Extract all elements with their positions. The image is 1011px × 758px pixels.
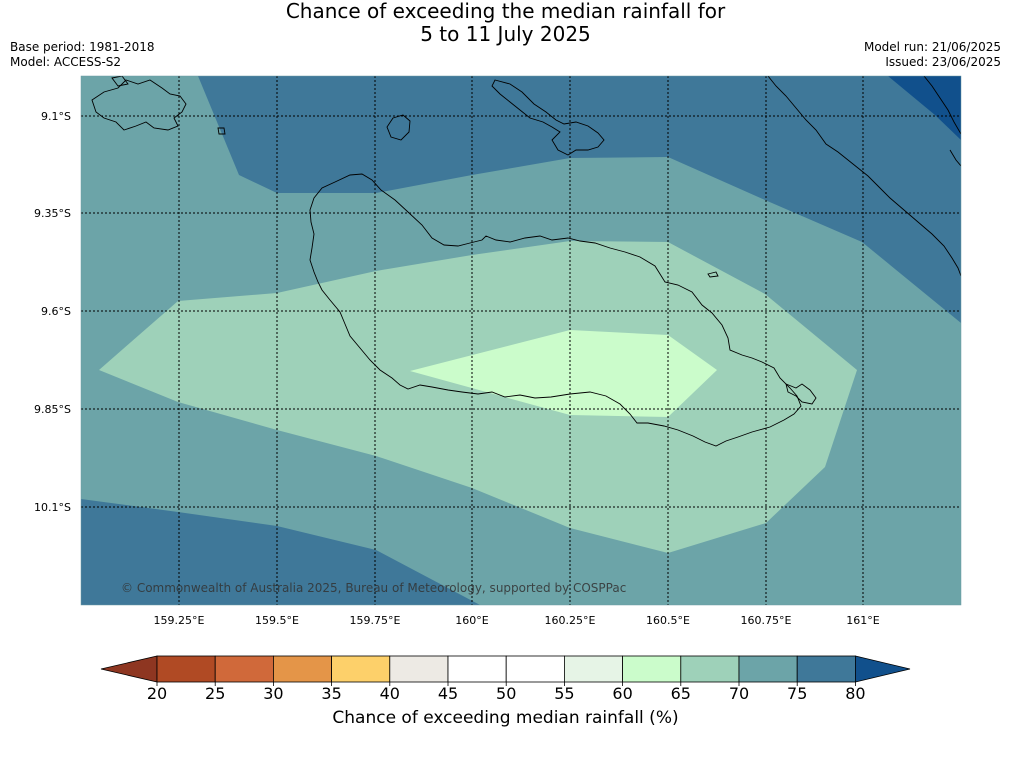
savo-island-coastline bbox=[386, 114, 411, 141]
band-60-zone bbox=[410, 330, 717, 417]
meta-left: Base period: 1981-2018 Model: ACCESS-S2 bbox=[10, 40, 155, 70]
colorbar-tick-label: 50 bbox=[496, 684, 516, 703]
russell-islet2-coastline bbox=[217, 127, 226, 135]
colorbar-segment bbox=[796, 655, 856, 683]
map-frame bbox=[80, 75, 962, 606]
lon-tick-label: 160°E bbox=[455, 614, 488, 627]
colorbar-over-triangle bbox=[855, 655, 911, 683]
model-text: Model: ACCESS-S2 bbox=[10, 55, 122, 69]
colorbar-tick-label: 35 bbox=[321, 684, 341, 703]
meta-right: Model run: 21/06/2025 Issued: 23/06/2025 bbox=[864, 40, 1001, 70]
colorbar-segment bbox=[447, 655, 507, 683]
lat-tick-label: 10.1°S bbox=[34, 501, 71, 514]
title-line-2: 5 to 11 July 2025 bbox=[420, 22, 591, 46]
colorbar: 20 25 30 35 40 45 50 55 60 65 70 75 80 bbox=[100, 655, 911, 703]
east-islet-coastline bbox=[785, 383, 817, 405]
colorbar-tick-label: 60 bbox=[612, 684, 632, 703]
colorbar-under-triangle bbox=[100, 655, 158, 683]
lon-tick-label: 160.25°E bbox=[545, 614, 596, 627]
colorbar-segment bbox=[738, 655, 798, 683]
colorbar-tick-label: 75 bbox=[787, 684, 807, 703]
colorbar-tick-label: 25 bbox=[205, 684, 225, 703]
colorbar-tick-label: 45 bbox=[438, 684, 458, 703]
colorbar-segment bbox=[331, 655, 391, 683]
lon-tick-label: 159.25°E bbox=[154, 614, 205, 627]
model-run-text: Model run: 21/06/2025 bbox=[863, 40, 1001, 54]
colorbar-segment bbox=[680, 655, 740, 683]
russell-islet-coastline bbox=[111, 76, 129, 87]
issued-text: Issued: 23/06/2025 bbox=[885, 55, 1001, 69]
colorbar-segment bbox=[564, 655, 624, 683]
colorbar-tick-label: 70 bbox=[729, 684, 749, 703]
lon-tick-label: 160.5°E bbox=[646, 614, 690, 627]
lon-tick-label: 159.75°E bbox=[350, 614, 401, 627]
malaita-coastline bbox=[767, 76, 961, 277]
islet-coastline bbox=[707, 271, 719, 278]
colorbar-tick-label: 80 bbox=[845, 684, 865, 703]
colorbar-segment bbox=[214, 655, 274, 683]
map-area: © Commonwealth of Australia 2025, Bureau… bbox=[81, 76, 961, 605]
malaita-north-coastline bbox=[923, 76, 961, 135]
lat-tick-label: 9.85°S bbox=[34, 403, 71, 416]
lat-tick-label: 9.6°S bbox=[41, 305, 71, 318]
coastlines bbox=[91, 76, 961, 447]
colorbar-segment bbox=[156, 655, 216, 683]
colorbar-tick-label: 40 bbox=[380, 684, 400, 703]
graticule bbox=[81, 76, 961, 605]
colorbar-label: Chance of exceeding median rainfall (%) bbox=[332, 708, 679, 728]
colorbar-tick-label: 65 bbox=[671, 684, 691, 703]
russell-islands-coastline bbox=[91, 79, 187, 131]
colorbar-segment bbox=[505, 655, 565, 683]
colorbar-segment bbox=[389, 655, 449, 683]
colorbar-tick-label: 20 bbox=[147, 684, 167, 703]
colorbar-segment bbox=[272, 655, 332, 683]
lon-tick-label: 159.5°E bbox=[255, 614, 299, 627]
copyright-text: © Commonwealth of Australia 2025, Bureau… bbox=[121, 581, 626, 595]
lon-axis: 159.25°E 159.5°E 159.75°E 160°E 160.25°E… bbox=[154, 614, 880, 627]
lat-tick-label: 9.1°S bbox=[41, 110, 71, 123]
lat-axis: 9.1°S 9.35°S 9.6°S 9.85°S 10.1°S bbox=[34, 110, 71, 514]
base-period-text: Base period: 1981-2018 bbox=[10, 40, 155, 54]
band-80-corner bbox=[888, 76, 961, 140]
malaita-east-coastline bbox=[949, 149, 961, 167]
nggela-coastline bbox=[491, 79, 605, 156]
lon-tick-label: 161°E bbox=[846, 614, 879, 627]
lat-tick-label: 9.35°S bbox=[34, 207, 71, 220]
chart-title: Chance of exceeding the median rainfall … bbox=[0, 0, 1011, 46]
band-65-zone bbox=[99, 241, 857, 553]
colorbar-tick-label: 55 bbox=[554, 684, 574, 703]
colorbar-segment bbox=[622, 655, 682, 683]
colorbar-tick-label: 30 bbox=[263, 684, 283, 703]
title-line-1: Chance of exceeding the median rainfall … bbox=[285, 0, 726, 23]
guadalcanal-coastline bbox=[309, 173, 802, 447]
lon-tick-label: 160.75°E bbox=[741, 614, 792, 627]
